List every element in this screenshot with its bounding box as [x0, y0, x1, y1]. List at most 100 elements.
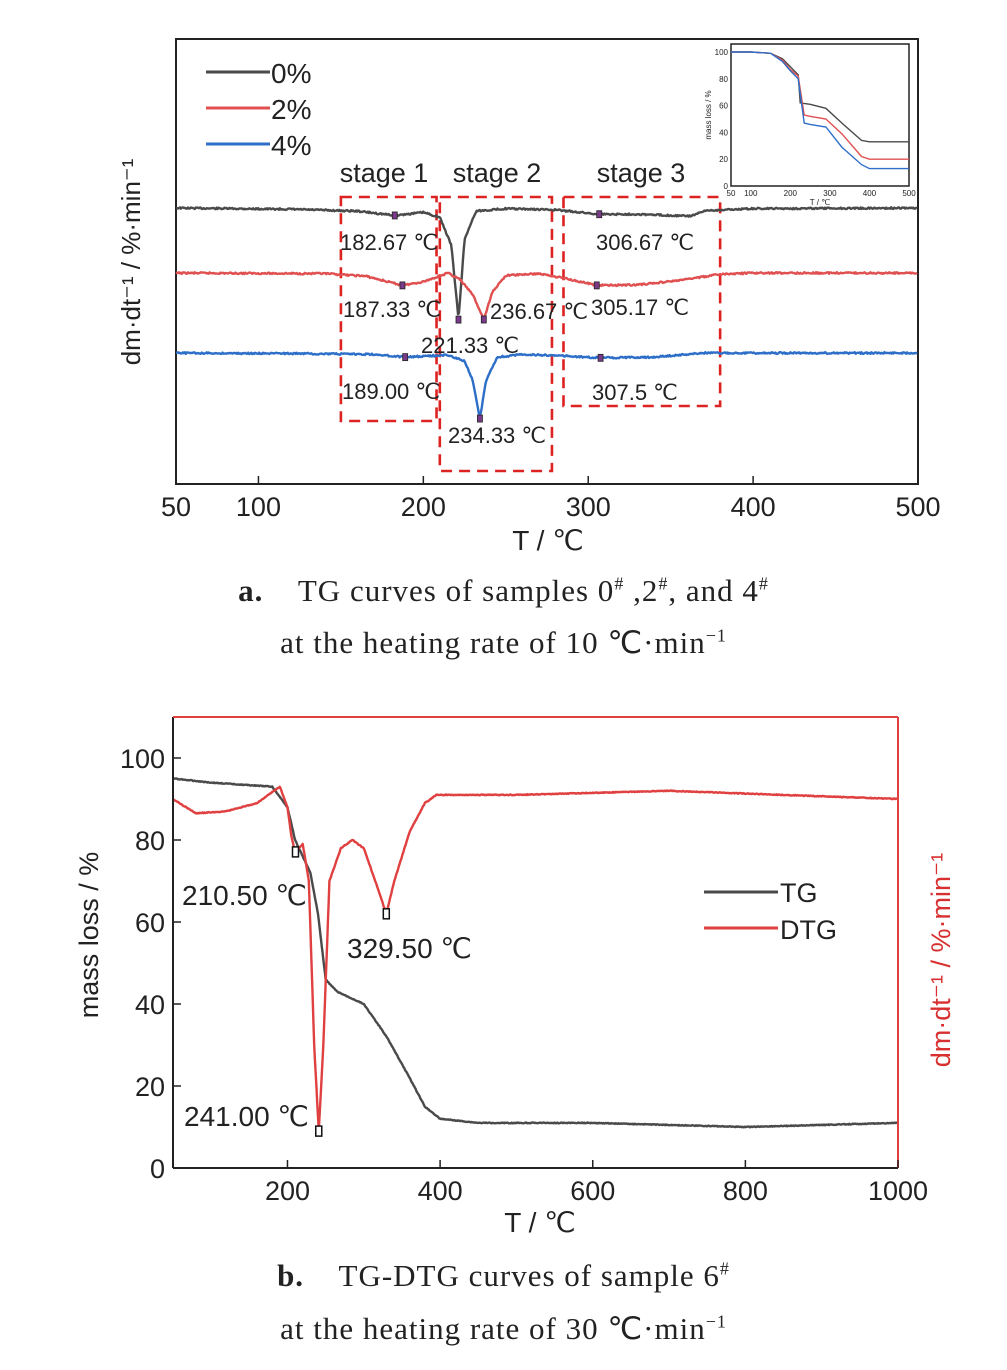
peak-label-b-2: 241.00 ℃ — [184, 1101, 309, 1132]
stage-3-label: stage 3 — [597, 158, 686, 188]
inset-series-lines — [731, 51, 909, 170]
chart-a-series-lines — [175, 206, 918, 418]
peak-label-1-2: 236.67 ℃ — [490, 299, 588, 324]
caption-b-hash: # — [719, 1258, 730, 1279]
peak-marker — [391, 211, 398, 220]
x-tick-label: 300 — [566, 492, 611, 522]
inset-xlabel: T / ℃ — [810, 198, 830, 207]
caption-a-sep2: , and 4 — [668, 573, 759, 608]
peak-marker — [477, 414, 483, 423]
caption-a-hash-2: # — [658, 573, 669, 594]
inset-y-tick-label: 100 — [715, 48, 729, 57]
inset-x-tick-label: 200 — [784, 189, 798, 198]
series-line-4pct — [175, 351, 918, 418]
chart-b-xlabel: T / ℃ — [504, 1207, 575, 1238]
inset-ticks: 50 100 200 300 400 500 0 20 40 60 80 100 — [715, 48, 917, 198]
chart-a-legend: 0% 2% 4% — [206, 58, 311, 161]
x-tick-label: 800 — [723, 1176, 768, 1206]
y-tick-label: 20 — [135, 1072, 165, 1102]
stage-3-box — [562, 195, 722, 408]
legend-label-1: 2% — [271, 94, 311, 125]
stage-2-box — [438, 195, 554, 473]
inset-frame — [730, 43, 910, 187]
caption-a-line1: a. TG curves of samples 0# ,2#, and 4# — [0, 573, 1007, 609]
series-line-2pct — [175, 271, 918, 321]
stage-1-box — [339, 195, 438, 423]
inset-y-tick-label: 40 — [719, 128, 728, 137]
inset-y-tick-label: 60 — [719, 102, 728, 111]
chart-b: 200 400 600 800 1000 0 20 40 60 80 100 mass loss /… — [74, 716, 956, 1238]
y-tick-label: 60 — [135, 908, 165, 938]
x-tick-label: 200 — [265, 1176, 310, 1206]
caption-a-sep1: ,2 — [624, 573, 659, 608]
peak-marker — [596, 210, 603, 219]
peak-label-0-3: 306.67 ℃ — [596, 230, 694, 255]
chart-b-ticks: 200 400 600 800 1000 0 20 40 60 80 100 — [120, 744, 928, 1206]
inset-x-tick-label: 100 — [744, 189, 758, 198]
caption-a-hash-1: # — [614, 573, 625, 594]
x-tick-label: 600 — [570, 1176, 615, 1206]
peak-marker — [593, 281, 600, 290]
peak-label-b-3: 329.50 ℃ — [347, 933, 472, 964]
inset-ylabel: mass loss / % — [704, 90, 713, 139]
peak-label-1-1: 187.33 ℃ — [343, 297, 441, 322]
x-tick-label: 400 — [731, 492, 776, 522]
caption-b-line1: b. TG-DTG curves of sample 6# — [0, 1258, 1007, 1294]
peak-marker — [480, 315, 487, 324]
inset-y-tick-label: 0 — [724, 182, 729, 191]
y-tick-label: 80 — [135, 826, 165, 856]
chart-b-peak-markers — [291, 846, 391, 1137]
legend-label-2: 4% — [271, 130, 311, 161]
peak-marker — [402, 353, 409, 362]
inset-y-tick-label: 80 — [719, 75, 728, 84]
y-tick-label: 40 — [135, 990, 165, 1020]
series-line-tg — [172, 777, 899, 1129]
peak-marker — [382, 908, 391, 920]
peak-label-b-1: 210.50 ℃ — [182, 880, 307, 911]
stage-2-label: stage 2 — [453, 158, 542, 188]
peak-marker — [455, 315, 462, 324]
inset-x-tick-label: 500 — [902, 189, 916, 198]
caption-b-text: TG-DTG curves of sample 6 — [338, 1258, 720, 1293]
chart-a-ylabel: dm·dt⁻¹ / %·min⁻¹ — [116, 158, 146, 365]
peak-label-1-3: 305.17 ℃ — [591, 295, 689, 320]
inset-chart: 50 100 200 300 400 500 0 20 40 60 80 100 mass loss … — [704, 43, 917, 207]
legend-label-0: 0% — [271, 58, 311, 89]
caption-a-label: a. — [238, 573, 264, 608]
stage-1-label: stage 1 — [340, 158, 429, 188]
inset-x-tick-label: 300 — [823, 189, 837, 198]
chart-b-y2label: dm·dt⁻¹ / %·min⁻¹ — [926, 853, 956, 1068]
x-tick-label: 500 — [895, 492, 940, 522]
x-tick-label: 100 — [236, 492, 281, 522]
peak-label-2-1: 189.00 ℃ — [342, 379, 440, 404]
inset-x-tick-label: 50 — [727, 189, 736, 198]
chart-a-x-ticks: 50 100 200 300 400 500 — [161, 476, 941, 522]
chart-a-frame — [175, 38, 919, 485]
x-tick-label: 1000 — [868, 1176, 928, 1206]
chart-b-legend: TG DTG — [704, 878, 837, 945]
peak-label-2-3: 307.5 ℃ — [592, 380, 678, 405]
x-tick-label: 50 — [161, 492, 191, 522]
chart-b-ylabel: mass loss / % — [74, 852, 104, 1019]
peak-marker — [597, 353, 604, 362]
y-tick-label: 100 — [120, 744, 165, 774]
caption-b-text2: at the heating rate of 30 ℃·min — [280, 1311, 706, 1346]
peak-label-2-2: 234.33 ℃ — [448, 423, 546, 448]
inset-line-4pct — [731, 51, 909, 170]
chart-b-series-lines — [172, 777, 899, 1133]
inset-x-tick-label: 400 — [863, 189, 877, 198]
y-tick-label: 0 — [150, 1154, 165, 1184]
inset-y-tick-label: 20 — [719, 155, 728, 164]
legend-label-tg: TG — [780, 878, 818, 908]
series-line-dtg — [172, 785, 899, 1133]
peak-marker — [399, 281, 406, 290]
caption-a-hash-3: # — [758, 573, 769, 594]
caption-b-label: b. — [277, 1258, 305, 1293]
stage-boxes — [339, 195, 722, 473]
peak-label-0-1: 182.67 ℃ — [340, 230, 438, 255]
caption-a-text2: at the heating rate of 10 ℃·min — [280, 625, 706, 660]
peak-marker — [315, 1125, 323, 1137]
x-tick-label: 200 — [401, 492, 446, 522]
legend-label-dtg: DTG — [780, 915, 837, 945]
caption-a-text: TG curves of samples 0 — [297, 573, 615, 608]
